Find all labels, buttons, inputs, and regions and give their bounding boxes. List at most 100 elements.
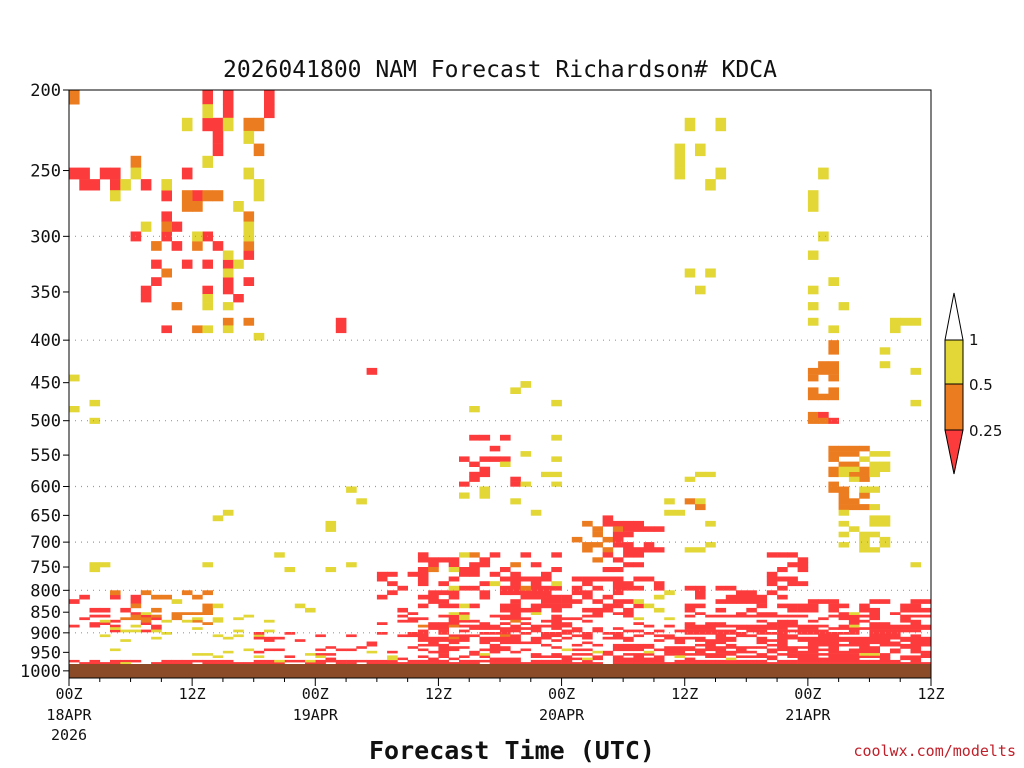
ri-cell xyxy=(448,614,460,618)
ri-cell xyxy=(500,632,511,635)
ri-cell xyxy=(653,659,665,663)
ri-cell xyxy=(705,471,716,478)
ri-cell xyxy=(695,471,706,478)
ri-cell xyxy=(736,599,747,604)
ri-cell xyxy=(561,603,573,609)
ri-cell xyxy=(489,636,501,640)
ri-cell xyxy=(838,498,850,505)
ri-cell xyxy=(623,552,634,558)
ri-cell xyxy=(643,603,655,609)
ri-cell xyxy=(797,614,809,618)
ri-cell xyxy=(828,456,839,462)
ri-cell xyxy=(848,641,860,645)
ri-cell xyxy=(202,612,213,615)
ri-cell xyxy=(510,657,521,661)
ri-cell xyxy=(797,636,809,640)
ri-cell xyxy=(869,653,880,656)
ri-cell xyxy=(541,634,552,638)
ri-cell xyxy=(715,639,727,642)
ri-cell xyxy=(500,627,511,630)
ri-cell xyxy=(715,117,727,132)
ri-cell xyxy=(879,636,891,640)
colorbar-label: 1 xyxy=(969,331,979,349)
ri-cell xyxy=(551,617,562,621)
ri-cell xyxy=(633,526,644,532)
ri-cell xyxy=(664,636,675,640)
ri-cell xyxy=(910,399,922,407)
ri-cell xyxy=(428,636,439,640)
ri-cell xyxy=(233,662,244,665)
ri-cell xyxy=(397,619,408,623)
ri-cell xyxy=(561,648,573,652)
ri-cell xyxy=(602,515,614,522)
ri-cell xyxy=(110,627,121,630)
ri-cell xyxy=(848,653,860,656)
ri-cell xyxy=(787,607,798,613)
ri-cell xyxy=(756,594,768,600)
ri-cell xyxy=(777,627,788,630)
ri-cell xyxy=(335,648,347,652)
ri-cell xyxy=(479,648,491,652)
ri-cell xyxy=(746,594,757,600)
ri-cell xyxy=(459,629,470,633)
ri-cell xyxy=(551,399,562,407)
ri-cell xyxy=(79,167,90,180)
ri-cell xyxy=(582,653,593,656)
ri-cell xyxy=(551,581,562,587)
ri-cell xyxy=(530,629,542,633)
ri-cell xyxy=(838,486,850,493)
ri-cell xyxy=(325,657,337,661)
ri-cell xyxy=(459,612,470,615)
ri-cell xyxy=(695,612,706,615)
ri-cell xyxy=(848,629,860,633)
ri-cell xyxy=(859,471,870,478)
ri-cell xyxy=(807,599,819,604)
ri-cell xyxy=(448,590,460,596)
ri-cell xyxy=(233,294,244,303)
ri-cell xyxy=(838,643,850,647)
ri-cell xyxy=(202,104,213,119)
ri-cell xyxy=(202,90,213,105)
ri-cell xyxy=(335,325,347,334)
ri-cell xyxy=(633,603,644,609)
ri-cell xyxy=(787,624,798,628)
ri-cell xyxy=(879,659,891,663)
ri-cell xyxy=(551,627,562,630)
y-tick-label: 300 xyxy=(30,227,61,247)
ri-cell xyxy=(848,526,860,532)
ri-cell xyxy=(253,332,265,341)
ri-cell xyxy=(438,603,449,609)
ri-cell xyxy=(643,646,655,649)
ri-cell xyxy=(551,603,562,609)
ri-cell xyxy=(459,659,470,663)
ri-cell xyxy=(633,585,644,591)
ri-cell xyxy=(859,655,870,658)
ri-cell xyxy=(859,445,870,452)
ri-cell xyxy=(222,285,234,295)
ri-cell xyxy=(643,632,655,635)
ri-cell xyxy=(264,90,275,105)
ri-cell xyxy=(920,624,932,628)
ri-cell xyxy=(99,614,111,618)
ri-cell xyxy=(582,607,593,613)
ri-cell xyxy=(489,639,501,642)
ri-cell xyxy=(879,624,891,628)
ri-cell xyxy=(920,639,932,642)
ri-cell xyxy=(161,211,172,222)
ri-cell xyxy=(736,612,747,615)
ri-cell xyxy=(859,536,870,543)
ri-cell xyxy=(448,576,460,582)
ri-cell xyxy=(643,662,655,665)
ri-cell xyxy=(612,590,624,596)
ri-cell xyxy=(212,190,224,202)
ri-cell xyxy=(828,451,839,457)
ri-cell xyxy=(848,498,860,505)
ri-cell xyxy=(766,643,778,647)
ri-cell xyxy=(161,325,172,334)
ri-cell xyxy=(766,622,778,625)
ri-cell xyxy=(346,634,357,638)
ri-cell xyxy=(869,504,880,511)
ri-cell xyxy=(202,259,213,269)
ri-cell xyxy=(787,636,798,640)
ri-cell xyxy=(848,655,860,658)
